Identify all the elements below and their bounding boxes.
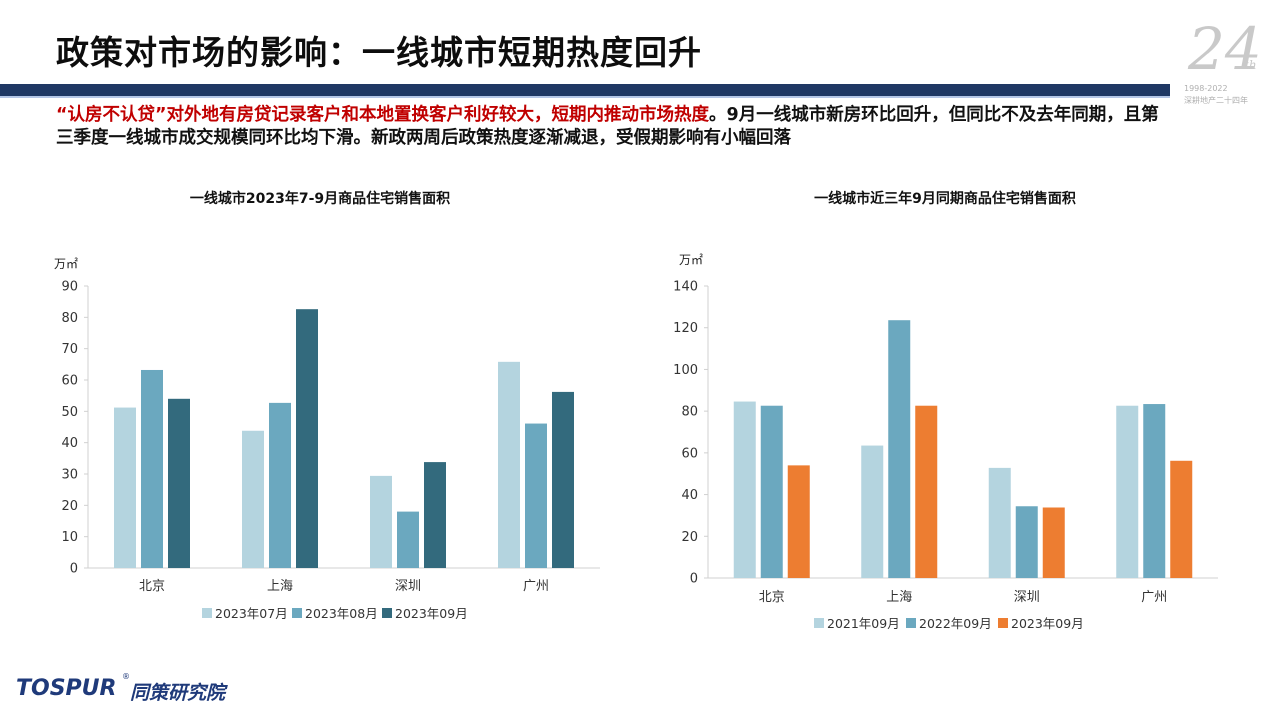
bar	[242, 430, 264, 568]
y-tick-label: 80	[681, 405, 698, 420]
x-category-label: 深圳	[395, 579, 421, 594]
y-tick-label: 40	[681, 488, 698, 503]
bar	[1116, 405, 1139, 578]
legend-label: 2022年09月	[919, 616, 992, 631]
y-tick-label: 120	[673, 321, 698, 336]
page-title: 政策对市场的影响：一线城市短期热度回升	[56, 33, 702, 72]
tospur-logo: TOSPUR ® 同策研究院	[16, 672, 256, 708]
y-tick-label: 60	[61, 374, 78, 389]
legend-swatch	[906, 618, 916, 628]
y-tick-label: 20	[681, 530, 698, 545]
y-tick-label: 0	[690, 572, 698, 587]
y-tick-label: 70	[61, 342, 78, 357]
bar	[525, 423, 547, 568]
x-category-label: 上海	[267, 579, 293, 594]
x-category-label: 北京	[139, 579, 165, 594]
bar	[1143, 404, 1166, 578]
legend-swatch	[814, 618, 824, 628]
badge-years: 1998-2022	[1184, 84, 1228, 93]
legend-label: 2023年09月	[1011, 616, 1084, 631]
legend-swatch	[202, 608, 212, 618]
logo-chinese-name: 同策研究院	[130, 682, 226, 704]
bar	[915, 405, 938, 578]
badge-text: 深耕地产二十四年	[1184, 96, 1248, 105]
bar	[424, 462, 446, 568]
summary-highlight: “认房不认贷”对外地有房贷记录客户和本地置换客户利好较大，短期内推动市场热度	[56, 105, 710, 125]
bar	[269, 402, 291, 568]
legend-label: 2023年09月	[395, 606, 468, 621]
bar	[296, 309, 318, 568]
header-rule	[0, 84, 1170, 96]
y-tick-label: 20	[61, 499, 78, 514]
bar	[1170, 460, 1193, 578]
y-tick-label: 30	[61, 468, 78, 483]
y-tick-label: 50	[61, 405, 78, 420]
bar	[861, 445, 884, 578]
y-axis-unit: 万㎡	[679, 253, 703, 267]
x-category-label: 北京	[759, 590, 785, 605]
bar	[397, 511, 419, 568]
logo-registered-mark: ®	[122, 672, 130, 681]
y-tick-label: 60	[681, 446, 698, 461]
bar	[498, 361, 520, 568]
summary-text: “认房不认贷”对外地有房贷记录客户和本地置换客户利好较大，短期内推动市场热度。9…	[56, 104, 1166, 150]
bar	[733, 401, 756, 578]
bar	[552, 391, 574, 568]
y-tick-label: 140	[673, 280, 698, 295]
x-category-label: 广州	[523, 579, 549, 594]
y-tick-label: 90	[61, 280, 78, 295]
bar	[1015, 506, 1038, 578]
header-rule-accent	[0, 96, 1170, 98]
legend-label: 2021年09月	[827, 616, 900, 631]
x-category-label: 深圳	[1014, 590, 1040, 605]
bar	[141, 369, 163, 568]
y-tick-label: 40	[61, 436, 78, 451]
bar	[988, 467, 1011, 578]
bar	[114, 407, 136, 568]
x-category-label: 上海	[886, 590, 912, 605]
summary-body: 。9月一线城市新房环比回升，但同比不及去年同期，且第三季度一线城市成交规模同环比…	[56, 105, 1159, 148]
y-tick-label: 100	[673, 363, 698, 378]
x-category-label: 广州	[1141, 590, 1167, 605]
legend-swatch	[292, 608, 302, 618]
bar	[888, 320, 911, 578]
legend-label: 2023年08月	[305, 606, 378, 621]
bar	[760, 405, 783, 578]
bar	[1042, 507, 1065, 578]
badge-number: 24	[1188, 15, 1262, 83]
bar	[168, 398, 190, 568]
badge-superscript: th	[1244, 58, 1257, 72]
y-tick-label: 80	[61, 311, 78, 326]
y-axis-unit: 万㎡	[54, 257, 78, 271]
logo-wordmark: TOSPUR	[16, 676, 117, 701]
chart-2-title: 一线城市近三年9月同期商品住宅销售面积	[814, 191, 1076, 207]
legend-label: 2023年07月	[215, 606, 288, 621]
legend-swatch	[382, 608, 392, 618]
y-tick-label: 0	[70, 562, 78, 577]
bar	[787, 465, 810, 578]
legend-swatch	[998, 618, 1008, 628]
chart-1-title: 一线城市2023年7-9月商品住宅销售面积	[189, 191, 451, 207]
anniversary-badge: 24 th 1998-2022 深耕地产二十四年	[1182, 14, 1272, 114]
bar	[370, 475, 392, 568]
y-tick-label: 10	[61, 530, 78, 545]
